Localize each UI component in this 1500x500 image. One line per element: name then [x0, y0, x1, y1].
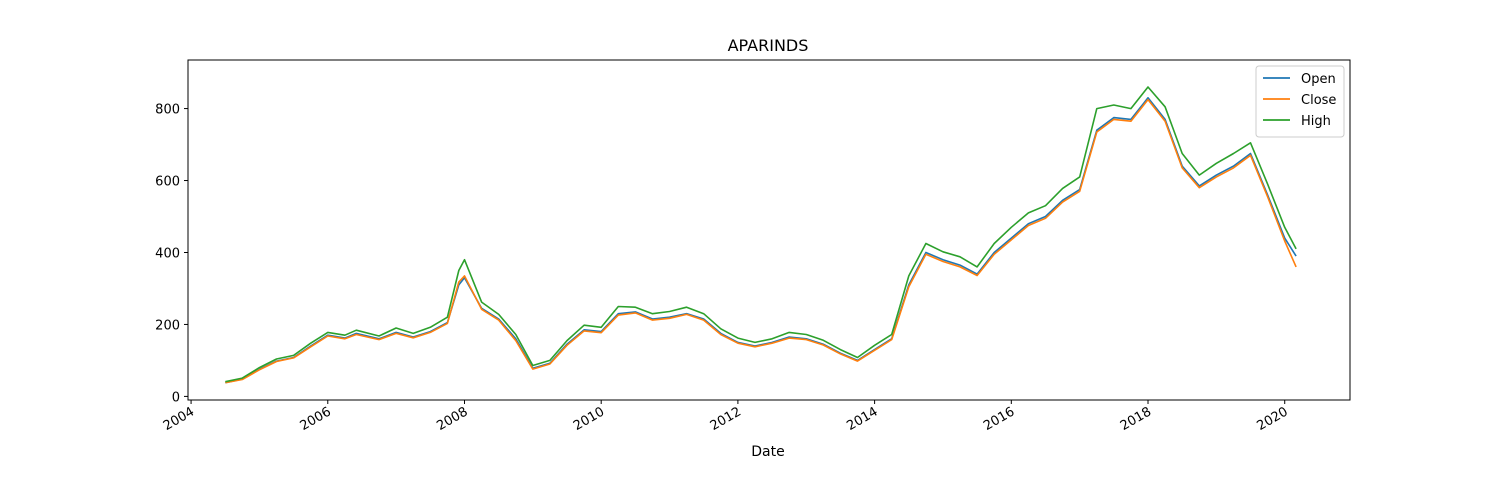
legend-label-close: Close — [1301, 93, 1336, 108]
y-tick-label: 0 — [172, 390, 180, 405]
series-line-close — [225, 98, 1297, 384]
y-tick-label: 600 — [155, 175, 180, 190]
series-layer — [225, 86, 1297, 384]
y-axis: 0 200 400 600 800 — [155, 103, 188, 405]
plot-frame — [187, 59, 1351, 401]
chart-title: APARINDS — [728, 36, 809, 55]
y-tick-label: 200 — [155, 318, 180, 333]
y-tick-label: 800 — [155, 103, 180, 118]
legend: Open Close High — [1255, 65, 1345, 138]
x-axis-label: Date — [751, 444, 784, 460]
legend-label-open: Open — [1301, 72, 1336, 87]
series-line-high — [225, 86, 1297, 383]
y-tick-label: 400 — [155, 246, 180, 261]
legend-label-high: High — [1301, 114, 1331, 129]
